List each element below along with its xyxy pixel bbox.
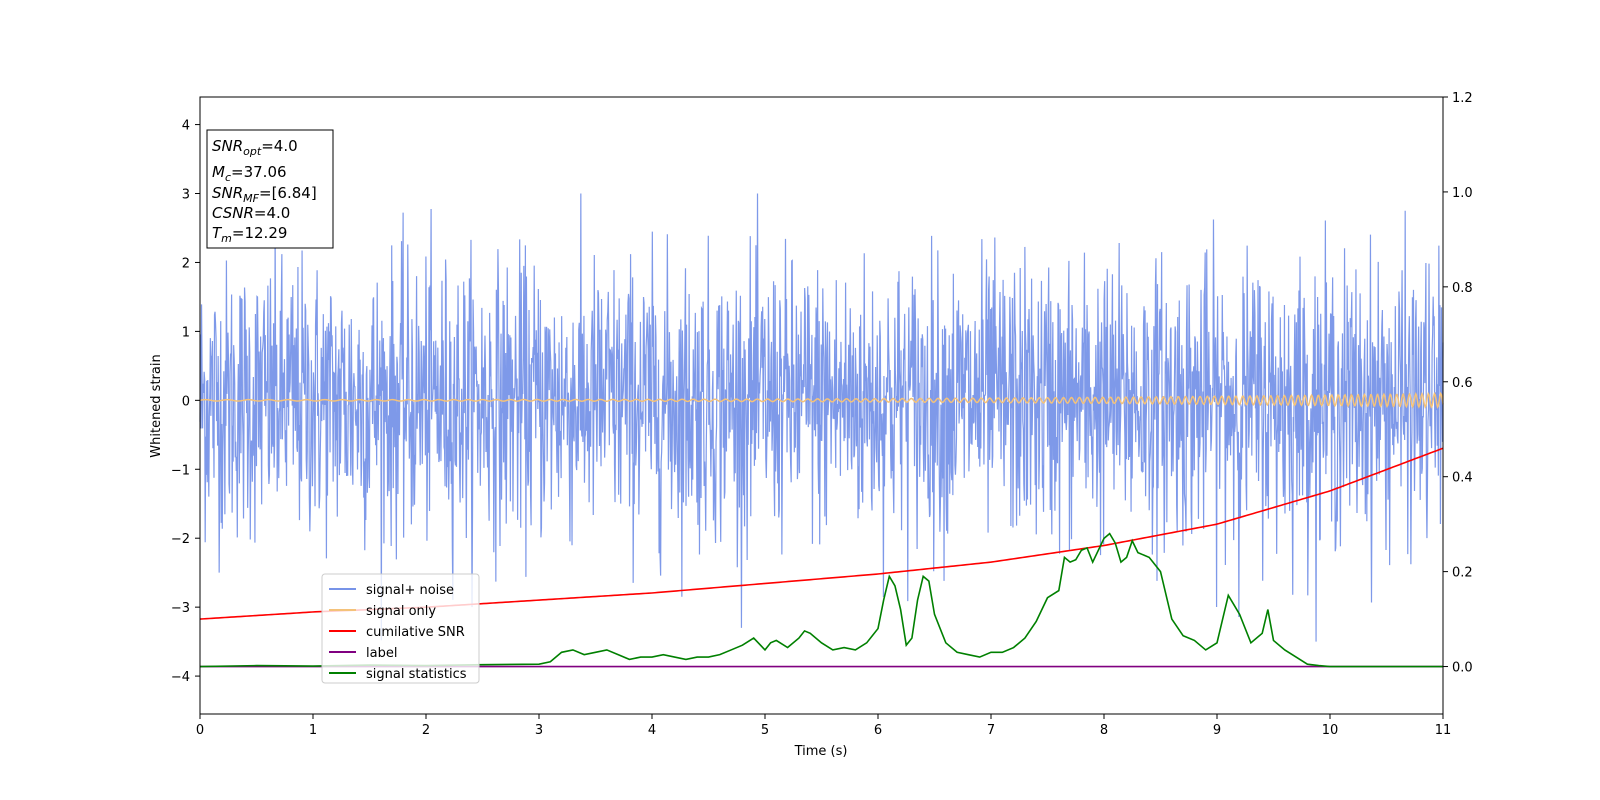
y-left-tick-label: −4 <box>171 670 190 685</box>
x-tick-label: 0 <box>196 723 204 738</box>
y-left-tick-label: −3 <box>171 601 190 616</box>
y-left-tick-label: −1 <box>171 463 190 478</box>
info-box: SNRopt=4.0 Mc=37.06 SNRMF=[6.84] CSNR=4.… <box>206 129 334 249</box>
info-mc: Mc=37.06 <box>212 163 287 184</box>
y-left-tick-label: 1 <box>182 325 190 340</box>
legend-item: signal only <box>329 604 436 619</box>
legend: signal+ noise signal only cumilative SNR la… <box>321 573 480 684</box>
info-box-frame <box>206 129 334 249</box>
info-tm: Tm=12.29 <box>212 224 287 245</box>
y-right-tick-label: 0.8 <box>1452 281 1473 296</box>
legend-label: label <box>366 646 397 661</box>
info-csnr-base: CSNR <box>212 204 254 222</box>
info-snr-opt-sub: opt <box>243 145 262 158</box>
x-tick-label: 9 <box>1213 723 1221 738</box>
x-tick-label: 8 <box>1100 723 1108 738</box>
y-left-tick-label: 0 <box>182 394 190 409</box>
info-snr-opt-base: SNR <box>212 137 243 155</box>
signal-statistics-line <box>199 532 1443 668</box>
info-tm-sub: m <box>221 232 232 245</box>
info-csnr-value: =4.0 <box>254 204 290 222</box>
right-y-axis: 1.2 1.0 0.8 0.6 0.4 0.2 0.0 <box>1443 91 1473 676</box>
x-axis-label: Time (s) <box>794 744 848 759</box>
info-mc-value: =37.06 <box>231 163 287 181</box>
info-tm-value: =12.29 <box>232 224 288 242</box>
y-left-tick-label: 2 <box>182 256 190 271</box>
legend-label: cumilative SNR <box>366 625 465 640</box>
legend-item: label <box>329 646 397 661</box>
x-axis: 0 1 2 3 4 5 6 7 8 9 10 11 <box>196 714 1451 738</box>
info-snr-mf-sub: MF <box>243 192 259 205</box>
x-tick-label: 4 <box>648 723 656 738</box>
info-mc-sub: c <box>225 171 231 184</box>
x-tick-label: 5 <box>761 723 769 738</box>
y-right-tick-label: 1.2 <box>1452 91 1473 106</box>
info-snr-mf-value: =[6.84] <box>259 184 317 202</box>
legend-label: signal only <box>366 604 436 619</box>
signal-only-series <box>199 391 1444 409</box>
x-tick-label: 2 <box>422 723 430 738</box>
legend-label: signal statistics <box>366 667 467 682</box>
signal-only-line <box>199 391 1444 409</box>
legend-item: signal+ noise <box>329 583 454 598</box>
info-snr-mf-base: SNR <box>212 184 243 202</box>
x-tick-label: 3 <box>535 723 543 738</box>
legend-item: cumilative SNR <box>329 625 465 640</box>
x-tick-label: 6 <box>874 723 882 738</box>
x-tick-label: 10 <box>1322 723 1339 738</box>
legend-frame <box>321 573 480 684</box>
y-right-tick-label: 0.2 <box>1452 566 1473 581</box>
info-mc-base: M <box>212 163 225 181</box>
y-right-tick-label: 1.0 <box>1452 186 1473 201</box>
y-right-tick-label: 0.6 <box>1452 376 1473 391</box>
x-tick-label: 7 <box>987 723 995 738</box>
legend-label: signal+ noise <box>366 583 454 598</box>
y-left-tick-label: 3 <box>182 188 190 203</box>
y-right-tick-label: 0.0 <box>1452 661 1473 676</box>
y-axis-label: Whitened strain <box>149 354 164 457</box>
y-right-tick-label: 0.4 <box>1452 471 1473 486</box>
x-tick-label: 1 <box>309 723 317 738</box>
signal-noise-series <box>199 193 1444 642</box>
signal-statistics-series <box>199 532 1443 668</box>
info-snr-mf: SNRMF=[6.84] <box>212 184 317 205</box>
info-tm-base: T <box>212 224 223 242</box>
plot-frame <box>199 96 1444 715</box>
info-snr-opt-value: =4.0 <box>261 137 297 155</box>
y-left-tick-label: 4 <box>182 119 190 134</box>
signal-noise-line <box>199 193 1444 642</box>
x-tick-label: 11 <box>1435 723 1452 738</box>
y-left-tick-label: −2 <box>171 532 190 547</box>
info-csnr: CSNR=4.0 <box>212 204 290 222</box>
legend-item: signal statistics <box>329 667 467 682</box>
left-y-axis: 4 3 2 1 0 −1 −2 −3 −4 <box>171 119 200 685</box>
info-snr-opt: SNRopt=4.0 <box>212 137 298 158</box>
